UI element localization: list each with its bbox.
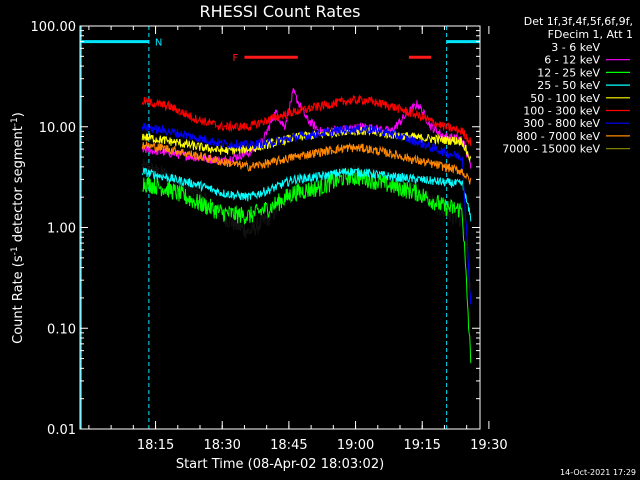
legend-item-label: 100 - 300 keV bbox=[523, 105, 600, 118]
legend-item-label: 50 - 100 keV bbox=[530, 92, 600, 105]
legend-item-label: 25 - 50 keV bbox=[537, 79, 600, 92]
x-tick-label: 19:15 bbox=[403, 438, 440, 453]
axis-ticks: 0.01 0.10 1.00 10.00 100.00 18:15 18:30 18:45 19… bbox=[31, 20, 508, 453]
y-axis-label-exp-2: -1 bbox=[10, 117, 20, 126]
x-tick-label: 18:45 bbox=[270, 438, 307, 453]
legend-header-line-1: Det 1f,3f,4f,5f,6f,9f, bbox=[524, 15, 633, 28]
legend-item-label: 3 - 6 keV bbox=[551, 41, 600, 54]
y-axis-label-part-1: Count Rate (s bbox=[11, 255, 26, 344]
series-line bbox=[141, 94, 472, 147]
y-axis-label: Count Rate (s-1 detector segment-1) bbox=[10, 112, 26, 344]
flare-label: F bbox=[232, 53, 238, 64]
y-tick-label: 100.00 bbox=[31, 20, 77, 35]
y-axis-label-part-3: ) bbox=[11, 112, 26, 117]
series-line bbox=[141, 167, 472, 222]
y-axis-label-part-2: detector segment bbox=[11, 126, 26, 246]
legend-item-label: 7000 - 15000 keV bbox=[502, 143, 600, 156]
legend-item-label: 12 - 25 keV bbox=[537, 66, 600, 79]
y-tick-label: 1.00 bbox=[47, 222, 76, 237]
legend: Det 1f,3f,4f,5f,6f,9f, FDecim 1, Att 1 3… bbox=[502, 15, 633, 156]
series-line bbox=[141, 141, 472, 185]
x-tick-label: 18:15 bbox=[137, 438, 174, 453]
timestamp: 14-Oct-2021 17:29 bbox=[560, 468, 636, 477]
legend-item-label: 300 - 800 keV bbox=[523, 117, 600, 130]
legend-item-label: 800 - 7000 keV bbox=[516, 130, 600, 143]
attenuator-label: N bbox=[155, 38, 162, 49]
x-axis-label: Start Time (08-Apr-02 18:03:02) bbox=[176, 457, 384, 472]
x-tick-label: 19:00 bbox=[337, 438, 374, 453]
chart-title: RHESSI Count Rates bbox=[200, 2, 361, 21]
series-line bbox=[141, 126, 472, 162]
y-axis-label-exp-1: -1 bbox=[10, 246, 20, 255]
plot-frame bbox=[79, 25, 481, 430]
y-tick-label: 0.01 bbox=[47, 423, 76, 438]
series-line bbox=[141, 123, 472, 305]
x-tick-label: 18:30 bbox=[203, 438, 240, 453]
legend-item-label: 6 - 12 keV bbox=[544, 54, 600, 67]
legend-header-line-2: FDecim 1, Att 1 bbox=[548, 28, 633, 41]
y-tick-label: 10.00 bbox=[39, 121, 76, 136]
series-line bbox=[142, 166, 472, 364]
y-tick-label: 0.10 bbox=[47, 322, 76, 337]
x-tick-label: 19:30 bbox=[470, 438, 507, 453]
